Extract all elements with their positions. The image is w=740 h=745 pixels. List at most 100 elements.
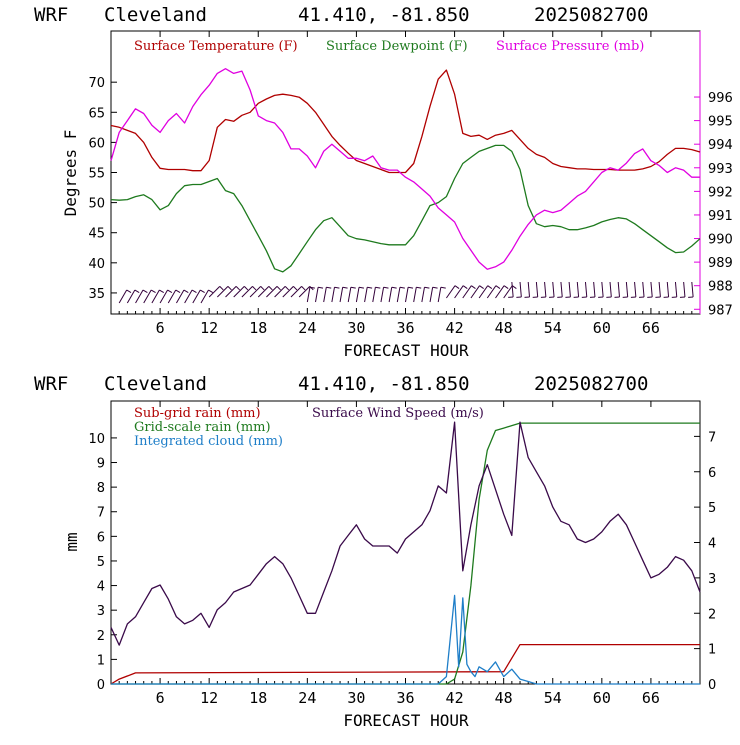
- wind-barb-flag: [351, 287, 356, 288]
- wind-barb: [127, 290, 135, 303]
- y-tick-label: 70: [88, 76, 105, 91]
- wind-barb: [397, 287, 400, 302]
- wind-barb-flag: [277, 286, 281, 290]
- wind-barb-flag: [269, 286, 273, 290]
- wind-barb: [667, 282, 668, 297]
- panel-precipitation: WRF Cleveland 41.410, -81.850 2025082700…: [34, 373, 716, 730]
- wind-barb: [340, 287, 343, 302]
- y2-tick-label: 7: [708, 430, 716, 445]
- y2-tick-label: 990: [708, 233, 733, 248]
- wind-barb: [152, 290, 160, 303]
- y-tick-label: 65: [88, 106, 105, 121]
- panel-2-model: WRF: [34, 373, 68, 395]
- panel-1-y-label: Degrees F: [61, 130, 80, 217]
- wind-barb: [626, 282, 627, 297]
- surface-pressure-line: [111, 69, 700, 270]
- y-tick-label: 60: [88, 136, 105, 151]
- wind-barb: [283, 286, 294, 297]
- panel-1-coords: 41.410, -81.850: [298, 4, 470, 26]
- y2-tick-label: 994: [708, 138, 733, 153]
- wind-barb: [553, 282, 554, 297]
- wind-barb: [258, 286, 269, 297]
- wind-barb-flag: [408, 287, 413, 288]
- panel-1-run: 2025082700: [534, 4, 648, 26]
- wind-barb: [160, 290, 168, 303]
- y-tick-label: 50: [88, 197, 105, 212]
- wind-barb-flag: [384, 287, 389, 288]
- panel-1-x-label: FORECAST HOUR: [343, 341, 469, 360]
- wind-barb-flag: [441, 287, 446, 288]
- wind-barb: [675, 282, 676, 297]
- wind-barb: [185, 290, 193, 303]
- y-tick-label: 4: [97, 580, 105, 595]
- y-tick-label: 45: [88, 227, 105, 242]
- wind-barb: [373, 287, 376, 302]
- y-tick-label: 2: [97, 629, 105, 644]
- wind-barb: [365, 287, 368, 302]
- wind-barb-flag: [252, 286, 256, 290]
- legend-gridscale-rain: Grid-scale rain (mm): [134, 420, 271, 435]
- y2-tick-label: 3: [708, 572, 716, 587]
- wind-barb: [307, 287, 310, 302]
- panel-1-model: WRF: [34, 4, 68, 26]
- wind-barb-flag: [392, 287, 397, 288]
- x-tick-label: 66: [642, 319, 660, 337]
- wind-barb: [414, 287, 417, 302]
- x-tick-label: 12: [200, 689, 218, 707]
- wind-barb: [324, 287, 327, 302]
- y2-tick-label: 989: [708, 256, 733, 271]
- wind-barb: [528, 282, 529, 297]
- wind-barb: [520, 282, 521, 297]
- wind-barb: [275, 286, 286, 297]
- x-tick-label: 54: [544, 689, 562, 707]
- x-tick-label: 30: [347, 689, 365, 707]
- wind-barb: [618, 282, 619, 297]
- x-tick-label: 36: [396, 689, 414, 707]
- x-tick-label: 24: [298, 319, 316, 337]
- x-tick-label: 42: [446, 319, 464, 337]
- wind-barb: [430, 287, 433, 302]
- wind-barb-flag: [488, 286, 492, 289]
- panel-2-x-label: FORECAST HOUR: [343, 711, 469, 730]
- wind-barb: [487, 286, 496, 298]
- wind-barb: [495, 286, 504, 298]
- panel-1-station: Cleveland: [104, 4, 207, 26]
- wind-barbs: [119, 282, 693, 303]
- wind-barb-flag: [367, 287, 372, 288]
- wind-barb: [217, 286, 228, 297]
- wind-barb-flag: [463, 286, 467, 289]
- x-tick-label: 6: [156, 319, 165, 337]
- x-tick-label: 30: [347, 319, 365, 337]
- wind-barb: [479, 286, 488, 298]
- wind-barb: [136, 290, 144, 303]
- x-tick-label: 18: [249, 319, 267, 337]
- y-tick-label: 10: [88, 432, 105, 447]
- y-tick-label: 9: [97, 457, 105, 472]
- wind-barb: [348, 287, 351, 302]
- legend-dewpoint: Surface Dewpoint (F): [326, 39, 468, 54]
- wind-barb: [692, 282, 693, 297]
- wind-barb-flag: [176, 290, 180, 293]
- panel-2-station: Cleveland: [104, 373, 207, 395]
- panel-2-run: 2025082700: [534, 373, 648, 395]
- wind-barb-flag: [471, 286, 475, 289]
- wind-barb-flag: [192, 290, 196, 293]
- wind-barb: [545, 282, 546, 297]
- wind-barb: [356, 287, 359, 302]
- y2-tick-label: 0: [708, 678, 716, 693]
- wind-barb: [471, 286, 480, 298]
- y2-tick-label: 987: [708, 303, 733, 318]
- wind-barb-flag: [143, 290, 147, 293]
- panel-2-y-label: mm: [62, 532, 81, 551]
- wind-barb: [610, 282, 611, 297]
- wind-barb: [389, 287, 392, 302]
- wind-barb: [684, 282, 685, 297]
- wind-barb-flag: [424, 287, 429, 288]
- x-tick-label: 6: [156, 689, 165, 707]
- x-tick-label: 60: [593, 319, 611, 337]
- legend-temperature: Surface Temperature (F): [134, 39, 298, 54]
- wind-barb: [659, 282, 660, 297]
- y2-tick-label: 2: [708, 607, 716, 622]
- wind-barb: [512, 282, 513, 297]
